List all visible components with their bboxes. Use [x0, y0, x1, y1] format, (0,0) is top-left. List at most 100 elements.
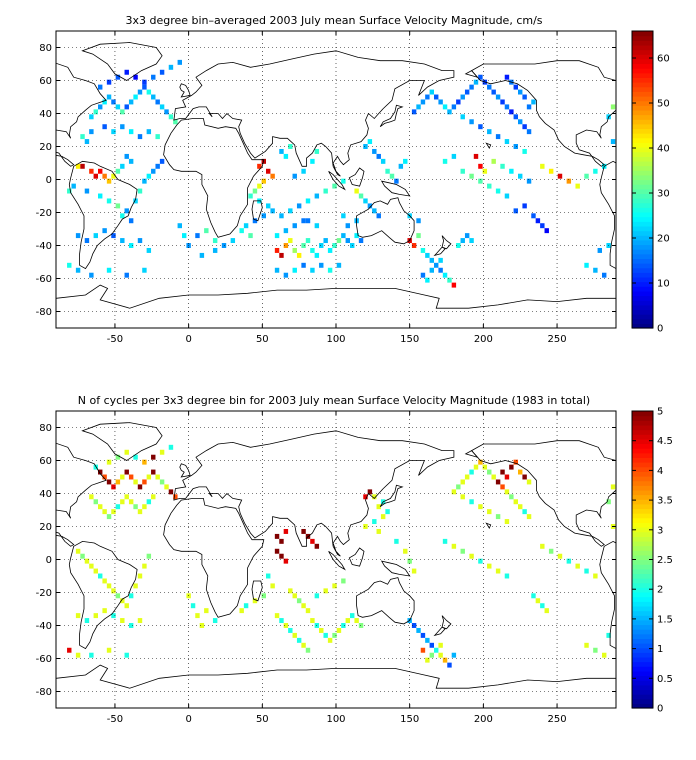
heatmap-cell	[425, 637, 430, 643]
heatmap-cell	[115, 104, 121, 110]
heatmap-cell	[115, 593, 121, 599]
heatmap-cell	[323, 588, 328, 594]
colorbar-segment	[632, 480, 653, 486]
heatmap-cell	[416, 218, 421, 224]
heatmap-cell	[341, 578, 346, 584]
heatmap-cell	[146, 129, 152, 135]
y-tick-label: 60	[39, 456, 52, 467]
heatmap-cell	[106, 583, 112, 589]
colorbar-segment	[632, 147, 653, 153]
y-tick-label: -80	[36, 307, 52, 318]
heatmap-cell	[367, 203, 373, 209]
heatmap-cell	[526, 178, 532, 184]
heatmap-cell	[124, 449, 129, 455]
heatmap-cell	[575, 183, 580, 189]
colorbar-segment	[632, 184, 653, 190]
colorbar-segment	[632, 170, 653, 176]
heatmap-cell	[124, 603, 129, 609]
heatmap-cell	[173, 119, 178, 125]
coastline	[328, 550, 346, 571]
heatmap-cell	[270, 208, 275, 214]
heatmap-cell	[526, 104, 532, 110]
heatmap-cell	[93, 613, 98, 619]
colorbar-segment	[632, 86, 653, 92]
heatmap-cell	[314, 593, 320, 599]
heatmap-cell	[296, 252, 302, 258]
heatmap-cell	[151, 454, 156, 460]
heatmap-cell	[429, 257, 434, 263]
heatmap-cell	[106, 514, 112, 520]
heatmap-cell	[120, 213, 125, 219]
colorbar-segment	[632, 466, 653, 472]
heatmap-cell	[482, 168, 488, 174]
colorbar-segment	[632, 211, 653, 218]
coastline	[441, 615, 452, 630]
colorbar-segment	[632, 174, 653, 181]
heatmap-cell	[159, 479, 165, 485]
colorbar-segment	[632, 661, 653, 667]
heatmap-cell	[120, 618, 125, 624]
colorbar-segment	[632, 559, 653, 565]
coastline	[81, 422, 163, 461]
cycles-panel: N of cycles per 3x3 degree bin for 2003 …	[36, 394, 673, 725]
colorbar-segment	[632, 485, 653, 491]
coastline	[485, 142, 492, 149]
coastline	[379, 104, 404, 128]
heatmap-cell	[111, 613, 116, 619]
heatmap-cell	[310, 618, 315, 624]
heatmap-cell	[283, 272, 289, 278]
heatmap-cell	[363, 198, 368, 204]
colorbar-segment	[632, 420, 653, 426]
heatmap-cell	[146, 474, 152, 480]
heatmap-cell	[593, 168, 598, 174]
heatmap-cell	[301, 642, 306, 648]
colorbar-segment	[632, 513, 653, 519]
heatmap-cell	[133, 94, 138, 100]
heatmap-cell	[509, 168, 514, 174]
colorbar-segment	[632, 77, 653, 83]
heatmap-cell	[93, 173, 98, 179]
heatmap-cell	[274, 267, 280, 273]
heatmap-cell	[84, 618, 90, 624]
heatmap-cell	[425, 657, 430, 663]
coastline	[348, 547, 365, 567]
heatmap-cell	[159, 104, 165, 110]
heatmap-cell	[469, 84, 474, 90]
heatmap-cell	[380, 514, 386, 520]
x-tick-label: 200	[474, 714, 493, 725]
heatmap-cell	[124, 652, 129, 658]
colorbar-segment	[632, 109, 653, 116]
heatmap-cell	[279, 538, 284, 544]
colorbar-segment	[632, 151, 653, 157]
colorbar-segment	[632, 44, 653, 51]
coastline	[441, 235, 452, 250]
colorbar-segment	[632, 68, 653, 74]
coastline	[599, 540, 616, 650]
coastline	[433, 626, 446, 637]
heatmap-cell	[518, 89, 523, 95]
heatmap-cell	[292, 267, 297, 273]
heatmap-cell	[438, 267, 443, 273]
heatmap-cell	[540, 603, 545, 609]
heatmap-cell	[93, 233, 98, 239]
heatmap-cell	[310, 158, 315, 164]
colorbar-segment	[632, 304, 653, 311]
heatmap-cell	[239, 608, 244, 614]
colorbar-segment	[632, 72, 653, 79]
colorbar-segment	[632, 114, 653, 120]
heatmap-cell	[469, 553, 474, 559]
heatmap-cell	[526, 514, 532, 520]
coastline	[599, 160, 616, 270]
colorbar-segment	[632, 545, 653, 551]
cycles-grid	[56, 411, 616, 708]
colorbar-segment	[632, 179, 653, 185]
heatmap-cell	[137, 188, 143, 194]
colorbar-segment	[632, 119, 653, 125]
heatmap-cell	[133, 198, 138, 204]
heatmap-cell	[279, 553, 284, 559]
heatmap-cell	[102, 474, 107, 480]
colorbar-tick-label: 20	[657, 234, 670, 245]
colorbar-tick-label: 30	[657, 189, 670, 200]
heatmap-cell	[403, 158, 408, 164]
heatmap-cell	[204, 608, 209, 614]
